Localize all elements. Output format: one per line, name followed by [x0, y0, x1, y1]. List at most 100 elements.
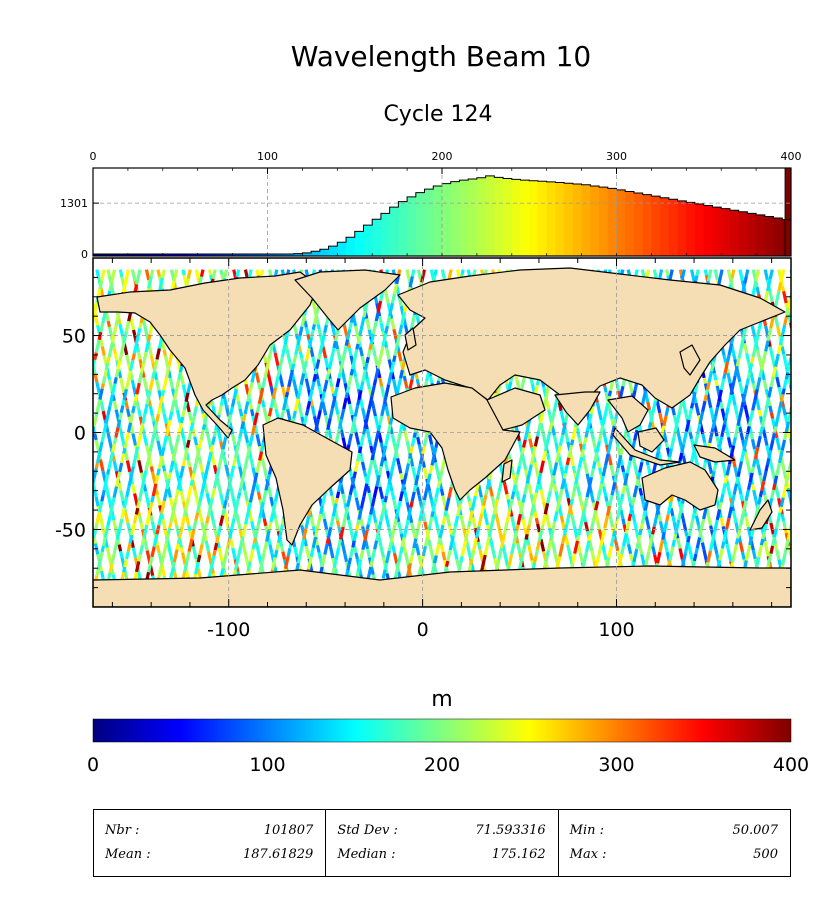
swath-segment [370, 569, 375, 575]
swath-segment [536, 523, 541, 533]
swath-segment [809, 434, 812, 446]
swath-segment [630, 496, 636, 506]
swath-segment [499, 539, 505, 549]
swath-segment [50, 556, 51, 562]
swath-segment [244, 554, 249, 561]
swath-segment [158, 277, 165, 291]
swath-segment [314, 418, 320, 432]
swath-segment [764, 325, 769, 332]
swath-segment [206, 551, 213, 565]
swath-segment [304, 348, 311, 362]
swath-segment [175, 409, 182, 423]
swath-segment [636, 534, 642, 544]
swath-segment [814, 577, 817, 589]
swath-segment [714, 379, 719, 387]
swath-segment [328, 545, 335, 559]
swath-segment [546, 490, 552, 504]
swath-segment [31, 525, 33, 533]
swath-segment [439, 544, 445, 553]
swath-segment [763, 269, 769, 281]
swath-segment [312, 313, 319, 325]
swath-segment [309, 547, 315, 558]
swath-segment [366, 514, 373, 525]
swath-segment [361, 428, 367, 435]
swath-segment [433, 497, 438, 504]
swath-segment [408, 452, 413, 459]
swath-segment [217, 405, 223, 416]
swath-segment [78, 311, 80, 319]
swath-segment [369, 333, 375, 345]
swath-segment [551, 521, 557, 531]
swath-segment [430, 511, 435, 518]
swath-segment [2, 446, 3, 451]
swath-segment [711, 470, 716, 478]
swath-segment [103, 369, 108, 377]
histogram-bar [738, 211, 748, 256]
swath-segment [537, 472, 543, 480]
swath-segment [570, 515, 575, 521]
swath-segment [110, 497, 116, 507]
swath-segment [688, 408, 694, 414]
swath-segment [815, 432, 816, 437]
swath-segment [293, 326, 298, 335]
swath-segment [33, 464, 35, 473]
swath-segment [135, 382, 141, 395]
swath-segment [777, 407, 782, 415]
swath-segment [239, 535, 245, 547]
swath-segment [372, 515, 378, 524]
swath-segment [267, 521, 273, 531]
swath-segment [197, 456, 203, 464]
swath-segment [611, 482, 617, 491]
swath-segment [399, 473, 404, 480]
swath-segment [819, 569, 822, 581]
swath-segment [616, 550, 621, 557]
swath-segment [58, 302, 60, 309]
histogram-bar [154, 254, 164, 256]
swath-segment [374, 430, 381, 443]
swath-segment [718, 548, 724, 561]
swath-segment [580, 449, 585, 458]
swath-segment [360, 355, 367, 368]
swath-segment [230, 433, 237, 446]
swath-segment [235, 453, 242, 467]
swath-segment [181, 501, 187, 509]
swath-segment [359, 434, 366, 447]
swath-segment [436, 480, 442, 489]
swath-segment [539, 538, 546, 552]
swath-segment [96, 324, 101, 334]
swath-segment [37, 567, 39, 577]
swath-segment [192, 406, 198, 417]
histogram-bar [188, 254, 199, 256]
swath-segment [150, 521, 157, 535]
swath-segment [181, 384, 188, 396]
swath-segment [53, 351, 55, 361]
swath-segment [47, 293, 49, 303]
swath-segment [802, 374, 803, 380]
histogram-bar [607, 188, 617, 256]
swath-segment [575, 534, 581, 542]
swath-segment [817, 558, 819, 569]
swath-segment [720, 541, 726, 549]
swath-segment [776, 512, 782, 523]
swath-segment [676, 411, 682, 420]
swath-segment [148, 378, 155, 391]
swath-segment [60, 569, 62, 578]
swath-segment [735, 370, 742, 383]
swath-segment [701, 433, 707, 443]
swath-segment [416, 436, 421, 445]
swath-segment [134, 446, 140, 457]
swath-segment [134, 507, 140, 515]
swath-segment [264, 480, 270, 491]
swath-segment [257, 393, 264, 405]
swath-segment [75, 270, 78, 283]
swath-segment [16, 491, 17, 497]
swath-segment [809, 315, 812, 327]
swath-segment [574, 477, 579, 485]
swath-segment [433, 555, 438, 564]
swath-segment [608, 409, 614, 420]
swath-segment [548, 529, 555, 542]
swath-segment [61, 285, 63, 294]
swath-segment [741, 283, 747, 293]
swath-segment [293, 546, 299, 558]
swath-segment [825, 416, 827, 426]
